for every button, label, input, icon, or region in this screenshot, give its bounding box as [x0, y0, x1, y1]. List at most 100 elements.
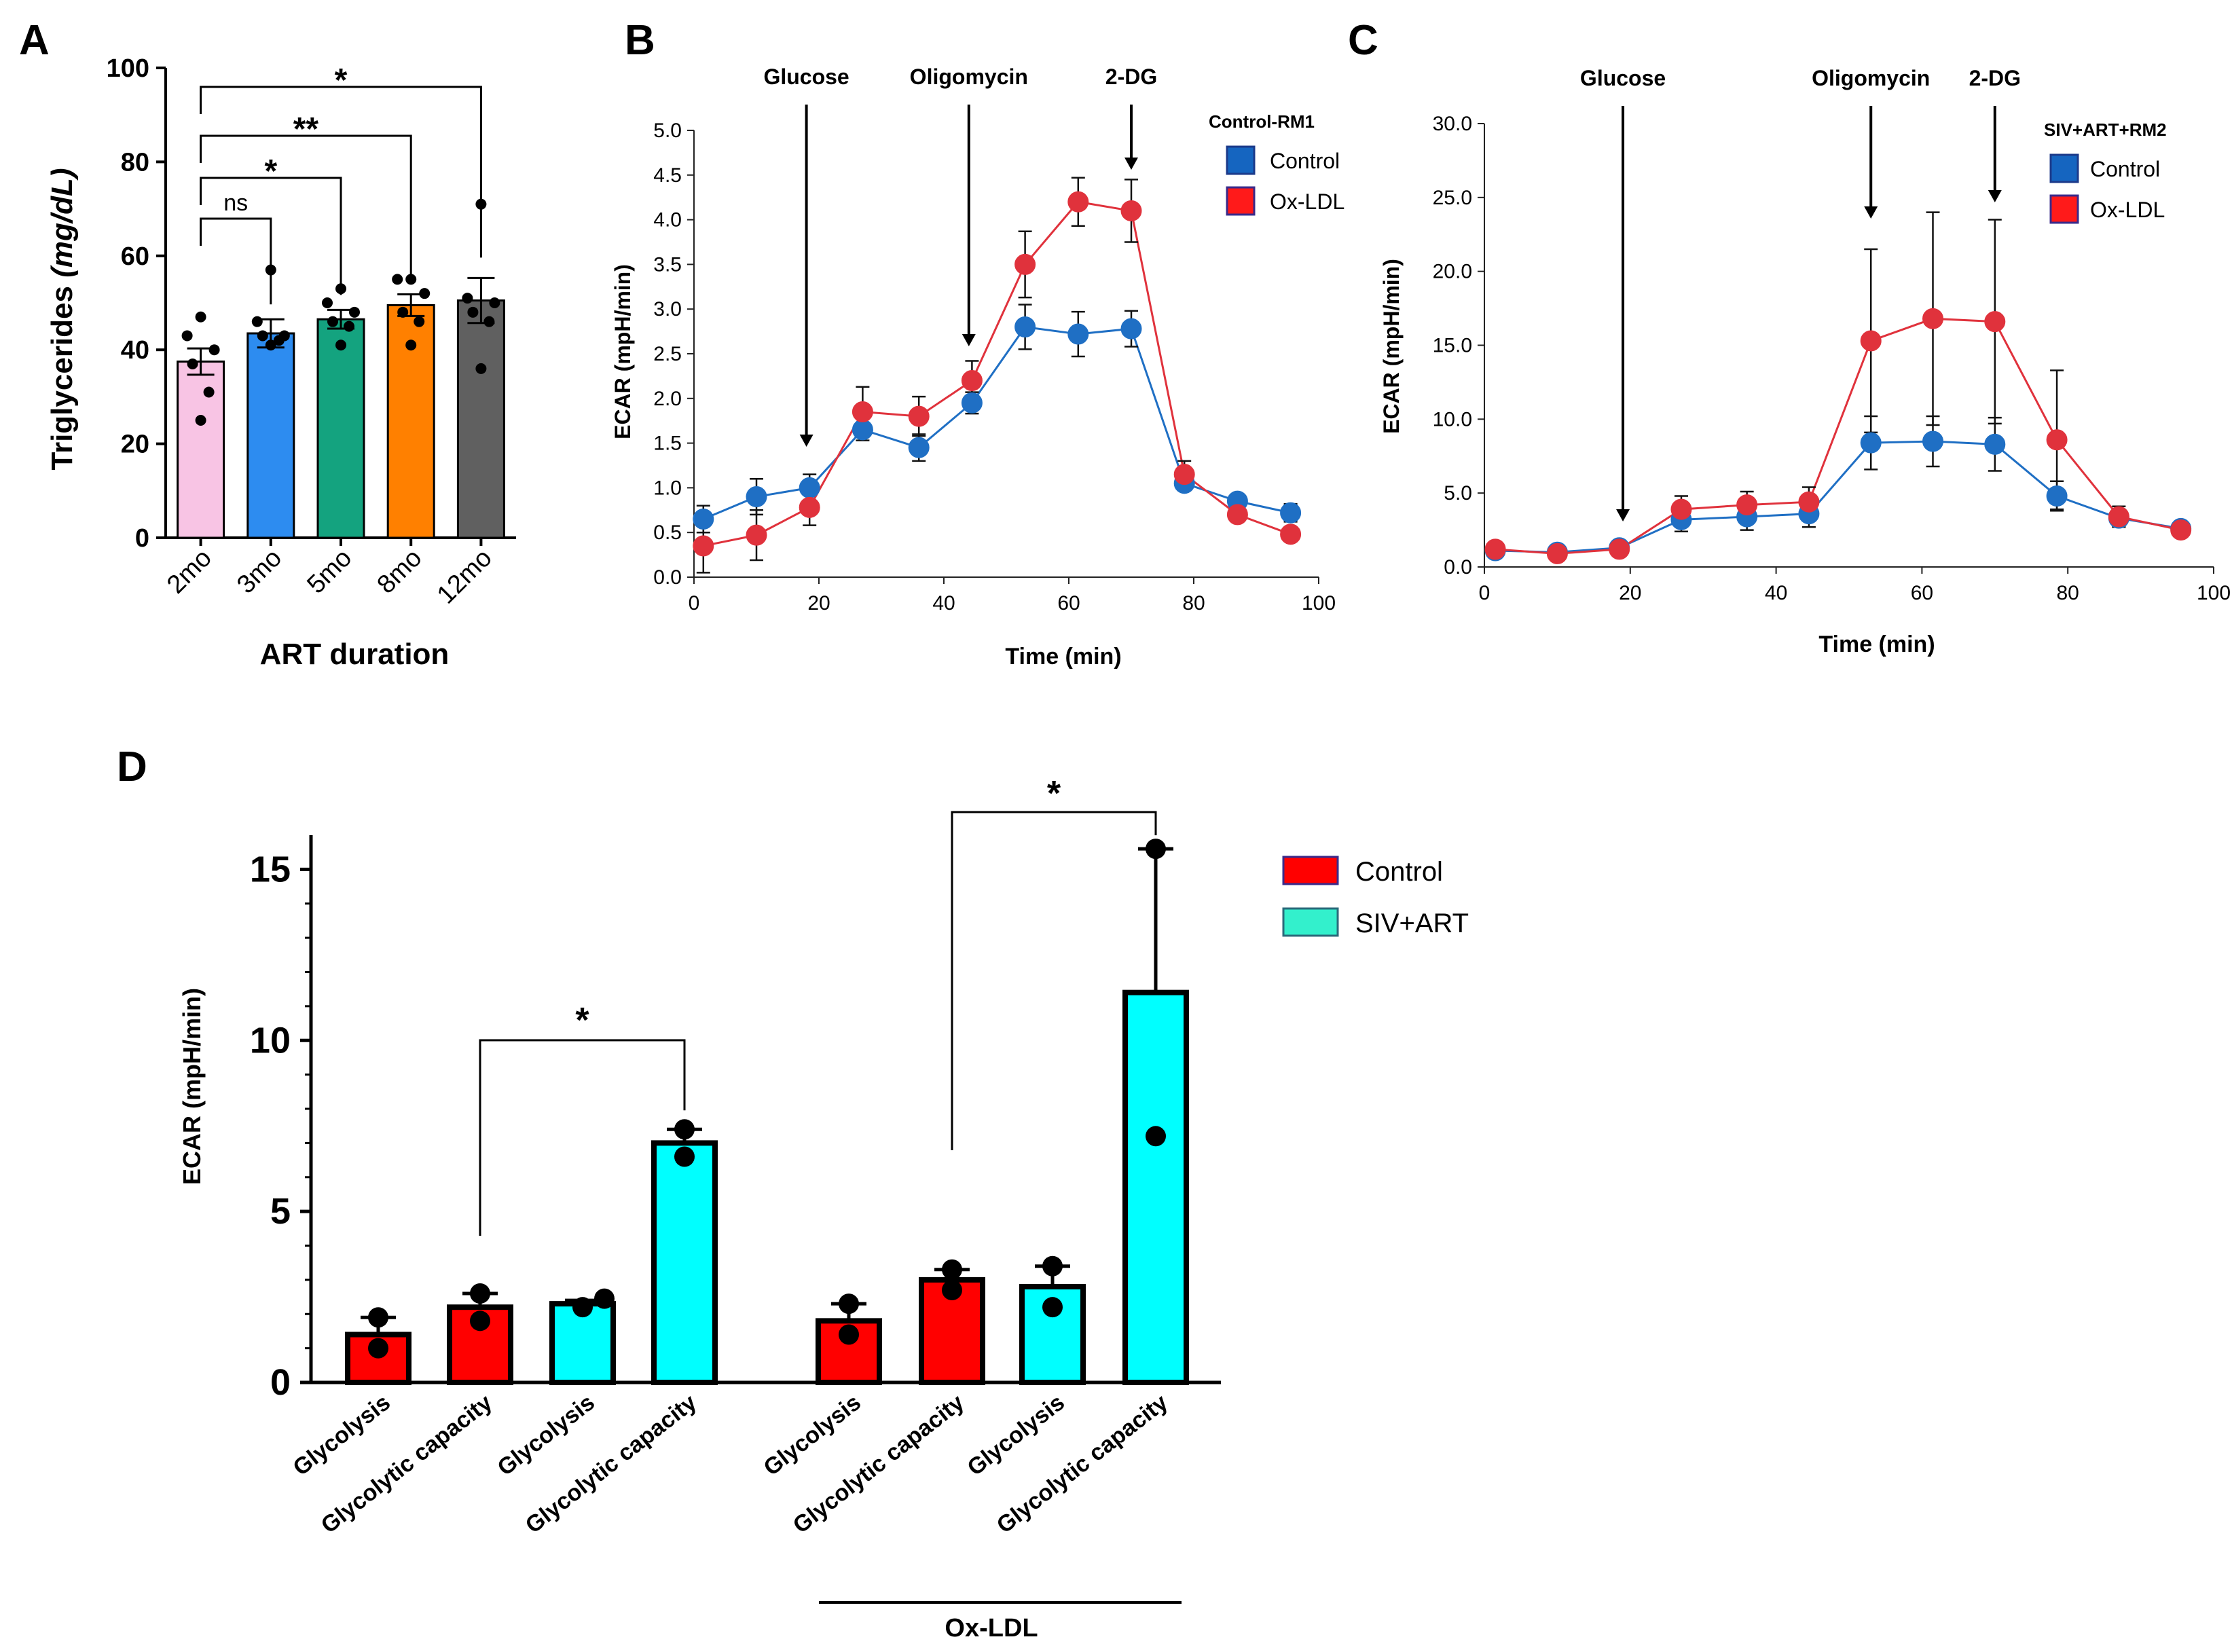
panel-c-point-ox-ldl: [1670, 498, 1692, 520]
panel-b-legend-label-control: Control: [1270, 149, 1340, 173]
panel-d-ylabel: ECAR (mpH/min): [178, 988, 206, 1185]
panel-b-point-control: [961, 392, 983, 414]
panel-b-point-ox-ldl: [693, 535, 714, 557]
panel-c-point-ox-ldl: [1860, 330, 1882, 352]
panel-d-legend-label-sivart: SIV+ART: [1355, 908, 1469, 938]
panel-b-point-control: [1014, 316, 1036, 338]
panel-a-data-point: [327, 316, 338, 327]
panel-b-xtick-label: 0: [689, 592, 700, 614]
panel-b-xtick-label: 60: [1057, 592, 1080, 614]
panel-a-data-point: [349, 306, 360, 318]
panel-a-ytick-label: 60: [121, 242, 149, 271]
panel-a-significance-bracket: [200, 86, 482, 258]
panel-d-group-label: Ox-LDL: [945, 1614, 1038, 1642]
panel-a-bar: [246, 332, 295, 539]
panel-a-data-point: [414, 316, 425, 327]
panel-d-bar: [651, 1140, 718, 1385]
panel-b-series-line-control: [703, 325, 1291, 520]
panel-c-point-control: [1984, 433, 2006, 455]
panel-c-chart: 0.0 5.0 10.0 15.0 20.0 25.0 30.0 0 20 40 60 80 100 G…: [1379, 66, 2231, 657]
panel-b-ytick-label: 0.0: [653, 566, 682, 589]
panel-a-ytick-label: 40: [121, 336, 149, 365]
panel-b-point-control: [1120, 318, 1142, 339]
panel-b-letter: B: [625, 17, 655, 64]
panel-c-legend-swatch-control: [2049, 153, 2079, 183]
panel-c-legend-swatch-oxldl: [2049, 194, 2079, 224]
panel-b-injection-arrowhead: [1124, 158, 1138, 170]
panel-a-ylabel-unit: (mg/dL): [45, 168, 79, 278]
panel-b-injection-arrowhead: [962, 334, 976, 346]
panel-d-significance-label: *: [1047, 774, 1061, 813]
panel-b-ytick-label: 4.0: [653, 209, 682, 232]
panel-a-bar: [456, 299, 505, 539]
panel-a-ytick-label: 0: [135, 524, 149, 553]
panel-c-injection-label: 2-DG: [1969, 66, 2021, 90]
panel-c-ytick-label: 10.0: [1433, 408, 1472, 430]
panel-c-ytick-label: 30.0: [1433, 113, 1472, 135]
panel-a-data-point: [257, 330, 268, 342]
panel-c-ytick-label: 0.0: [1444, 556, 1472, 579]
panel-a-data-point: [187, 358, 198, 369]
panel-c-point-ox-ldl: [1922, 308, 1944, 329]
panel-b-legend-swatch-oxldl: [1226, 186, 1256, 216]
panel-a-significance-label: **: [293, 111, 319, 147]
panel-a-data-point: [475, 363, 487, 374]
panel-c-point-control: [1860, 432, 1882, 454]
panel-a-data-point: [265, 339, 276, 351]
panel-c-xtick-label: 20: [1619, 582, 1641, 604]
panel-c-xtick-label: 100: [2197, 582, 2231, 604]
panel-a-data-point: [208, 344, 220, 356]
panel-b-injection-label: Glucose: [763, 65, 849, 89]
panel-b-point-control: [1280, 502, 1302, 524]
panel-b-point-ox-ldl: [746, 524, 767, 546]
panel-a-data-point: [181, 330, 193, 342]
panel-d-ytick-label: 15: [250, 849, 291, 889]
panel-d-data-point: [674, 1119, 695, 1140]
panel-b-chart: 0.0 0.5 1.0 1.5 2.0 2.5 3.0 3.5 4.0 4.5 5.0 0 20 40 60…: [610, 65, 1344, 669]
panel-c-point-ox-ldl: [1984, 311, 2006, 333]
panel-a-significance-label: *: [335, 62, 348, 98]
panel-b-ytick-label: 2.0: [653, 388, 682, 410]
panel-b-ytick-label: 5.0: [653, 120, 682, 142]
panel-d-data-point: [674, 1146, 695, 1167]
panel-c-point-ox-ldl: [1798, 491, 1820, 513]
panel-d-ytick-label: 10: [250, 1020, 291, 1061]
panel-d-ytick-label: 5: [270, 1191, 291, 1232]
panel-b-legend-label-oxldl: Ox-LDL: [1270, 189, 1344, 214]
panel-c-series-line-ox-ldl: [1495, 317, 2181, 555]
panel-a-xtick-label: 12mo: [432, 544, 498, 610]
panel-d-data-point: [572, 1297, 593, 1318]
panel-a-xtick-label: 2mo: [162, 544, 217, 600]
panel-b-point-control: [1067, 323, 1089, 345]
panel-c-point-ox-ldl: [1609, 538, 1630, 560]
panel-b-series-line-ox-ldl: [703, 200, 1292, 547]
panel-a-data-point: [195, 311, 206, 323]
panel-d-bar: [447, 1304, 513, 1386]
panel-d-data-point: [942, 1259, 962, 1280]
panel-b-point-ox-ldl: [1067, 191, 1089, 213]
panel-c-legend-title: SIV+ART+RM2: [2044, 120, 2167, 140]
panel-c-xlabel: Time (min): [1818, 631, 1935, 657]
panel-c-injection-arrowhead: [1616, 509, 1630, 521]
panel-d-xtick-label: Glycolysis: [492, 1389, 599, 1481]
panel-d-legend-label-control: Control: [1355, 857, 1443, 887]
panel-d-ytick-label: 0: [270, 1362, 291, 1403]
panel-a-xtick-label: 5mo: [301, 544, 357, 600]
panel-b-point-ox-ldl: [961, 369, 983, 391]
panel-c-letter: C: [1348, 17, 1378, 64]
panel-d-data-point: [368, 1307, 388, 1328]
panel-d-data-point: [368, 1338, 388, 1359]
panel-c-injection-arrowhead: [1988, 190, 2002, 202]
panel-c-point-control: [2046, 485, 2068, 507]
panel-d-xtick-label: Glycolytic capacity: [992, 1389, 1173, 1539]
panel-a-letter: A: [19, 17, 50, 64]
panel-a-data-point: [397, 306, 409, 318]
panel-a-data-point: [419, 288, 431, 299]
panel-a-xtick-label: 3mo: [232, 544, 287, 600]
panel-c-point-ox-ldl: [2170, 519, 2192, 541]
panel-d-bar: [1122, 989, 1189, 1385]
panel-b-ytick-label: 0.5: [653, 521, 682, 544]
panel-b-ylabel: ECAR (mpH/min): [610, 264, 635, 439]
panel-a-significance-label: ns: [223, 190, 248, 216]
panel-d-letter: D: [117, 744, 147, 790]
